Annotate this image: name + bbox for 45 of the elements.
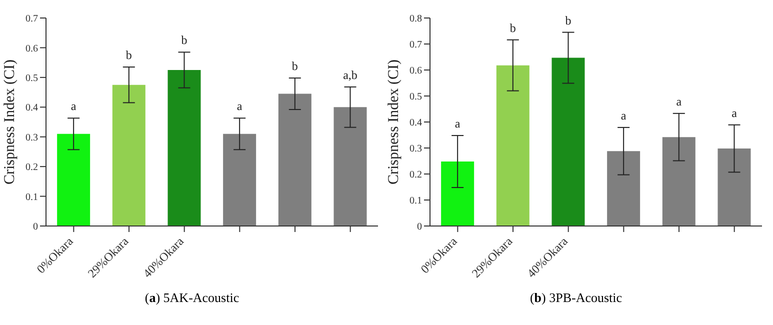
bar: [662, 137, 696, 226]
bar: [496, 65, 530, 226]
annotation: b: [510, 20, 516, 35]
y-tick-label: 0.1: [26, 192, 38, 203]
y-tick-label: 0.6: [26, 43, 38, 54]
bar: [57, 134, 90, 226]
y-tick-label: 0.7: [26, 14, 38, 25]
bar: [607, 151, 640, 226]
y-tick-label: 0.4: [410, 118, 422, 129]
y-tick-label: 0.5: [410, 92, 422, 103]
y-tick-label: 0.2: [410, 170, 422, 181]
bar: [112, 84, 146, 226]
annotation: b: [565, 13, 572, 28]
y-tick-label: 0.4: [26, 102, 38, 114]
bar: [278, 94, 312, 226]
annotation: a,b: [343, 68, 358, 82]
annotation: a: [236, 99, 243, 114]
bar: [441, 162, 474, 226]
annotation: a: [732, 106, 738, 120]
y-axis-title: Crispness Index (CI): [386, 60, 402, 184]
bar: [223, 134, 256, 226]
annotation: b: [292, 59, 298, 74]
y-tick-label: 0.7: [410, 40, 422, 51]
y-tick-label: 0.3: [410, 144, 422, 155]
y-tick-label: 0: [33, 222, 38, 233]
annotation: b: [181, 33, 188, 48]
y-tick-label: 0.2: [26, 162, 38, 174]
y-tick-label: 0.3: [26, 132, 38, 144]
text: (b) 3PB-Acoustic: [528, 290, 624, 306]
annotation: a: [454, 116, 461, 131]
y-tick-label: 0.6: [410, 66, 422, 77]
bar: [718, 148, 751, 226]
y-tick-label: 0: [417, 222, 422, 233]
annotation: a: [70, 99, 77, 114]
annotation: a: [676, 94, 682, 108]
annotation: a: [620, 108, 627, 122]
y-tick-label: 0.1: [410, 196, 422, 207]
bar: [168, 70, 201, 226]
y-tick-label: 0.5: [26, 72, 38, 84]
text: (a) 5AK-Acoustic: [144, 290, 240, 306]
annotation: b: [126, 48, 132, 62]
y-axis-title: Crispness Index (CI): [2, 60, 18, 184]
y-tick-label: 0.8: [410, 14, 422, 25]
bar: [334, 107, 367, 226]
bar: [552, 58, 585, 226]
